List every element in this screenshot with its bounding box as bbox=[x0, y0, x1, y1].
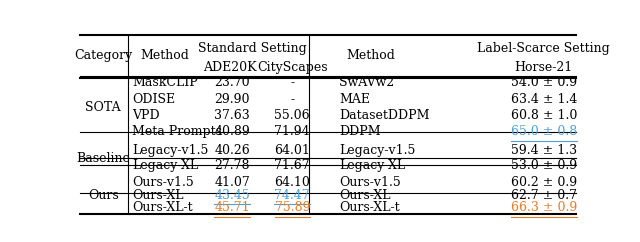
Text: 74.47: 74.47 bbox=[275, 189, 310, 202]
Text: 59.4 ± 1.3: 59.4 ± 1.3 bbox=[511, 144, 577, 157]
Text: VPD: VPD bbox=[132, 109, 160, 122]
Text: 64.01: 64.01 bbox=[275, 144, 310, 157]
Text: Category: Category bbox=[74, 49, 132, 62]
Text: 41.07: 41.07 bbox=[214, 176, 250, 189]
Text: Method: Method bbox=[140, 49, 189, 62]
Text: Meta Prompts: Meta Prompts bbox=[132, 125, 222, 138]
Text: Label-Scarce Setting: Label-Scarce Setting bbox=[477, 42, 610, 55]
Text: 63.4 ± 1.4: 63.4 ± 1.4 bbox=[511, 93, 577, 106]
Text: Legacy-XL: Legacy-XL bbox=[339, 159, 405, 172]
Text: Ours-XL-t: Ours-XL-t bbox=[132, 201, 193, 214]
Text: MAE: MAE bbox=[339, 93, 370, 106]
Text: DDPM: DDPM bbox=[339, 125, 381, 138]
Text: 71.67: 71.67 bbox=[275, 159, 310, 172]
Text: 23.70: 23.70 bbox=[214, 76, 250, 89]
Text: Ours-XL: Ours-XL bbox=[132, 189, 184, 202]
Text: Ours-v1.5: Ours-v1.5 bbox=[339, 176, 401, 189]
Text: 62.7 ± 0.7: 62.7 ± 0.7 bbox=[511, 189, 577, 202]
Text: 75.89: 75.89 bbox=[275, 201, 310, 214]
Text: Baseline: Baseline bbox=[76, 152, 131, 165]
Text: 43.45: 43.45 bbox=[214, 189, 250, 202]
Text: 40.89: 40.89 bbox=[214, 125, 250, 138]
Text: 37.63: 37.63 bbox=[214, 109, 250, 122]
Text: 60.2 ± 0.9: 60.2 ± 0.9 bbox=[511, 176, 577, 189]
Text: DatasetDDPM: DatasetDDPM bbox=[339, 109, 429, 122]
Text: Method: Method bbox=[347, 49, 396, 62]
Text: Legacy-v1.5: Legacy-v1.5 bbox=[339, 144, 415, 157]
Text: SOTA: SOTA bbox=[86, 101, 121, 113]
Text: 55.06: 55.06 bbox=[275, 109, 310, 122]
Text: Horse-21: Horse-21 bbox=[515, 61, 573, 74]
Text: 64.10: 64.10 bbox=[275, 176, 310, 189]
Text: Standard Setting: Standard Setting bbox=[198, 42, 307, 55]
Text: 54.0 ± 0.9: 54.0 ± 0.9 bbox=[511, 76, 577, 89]
Text: Ours-XL-t: Ours-XL-t bbox=[339, 201, 399, 214]
Text: 40.26: 40.26 bbox=[214, 144, 250, 157]
Text: Legacy-XL: Legacy-XL bbox=[132, 159, 198, 172]
Text: ADE20K: ADE20K bbox=[203, 61, 257, 74]
Text: Legacy-v1.5: Legacy-v1.5 bbox=[132, 144, 209, 157]
Text: 65.0 ± 0.8: 65.0 ± 0.8 bbox=[511, 125, 577, 138]
Text: Ours-v1.5: Ours-v1.5 bbox=[132, 176, 194, 189]
Text: 27.78: 27.78 bbox=[214, 159, 250, 172]
Text: CityScapes: CityScapes bbox=[257, 61, 328, 74]
Text: 60.8 ± 1.0: 60.8 ± 1.0 bbox=[511, 109, 577, 122]
Text: 71.94: 71.94 bbox=[275, 125, 310, 138]
Text: Ours-XL: Ours-XL bbox=[339, 189, 390, 202]
Text: -: - bbox=[290, 93, 294, 106]
Text: 53.0 ± 0.9: 53.0 ± 0.9 bbox=[511, 159, 577, 172]
Text: 29.90: 29.90 bbox=[214, 93, 250, 106]
Text: MaskCLIP: MaskCLIP bbox=[132, 76, 198, 89]
Text: 66.3 ± 0.9: 66.3 ± 0.9 bbox=[511, 201, 577, 214]
Text: 45.71: 45.71 bbox=[214, 201, 250, 214]
Text: SwAVw2: SwAVw2 bbox=[339, 76, 394, 89]
Text: -: - bbox=[290, 76, 294, 89]
Text: Ours: Ours bbox=[88, 189, 118, 202]
Text: ODISE: ODISE bbox=[132, 93, 175, 106]
